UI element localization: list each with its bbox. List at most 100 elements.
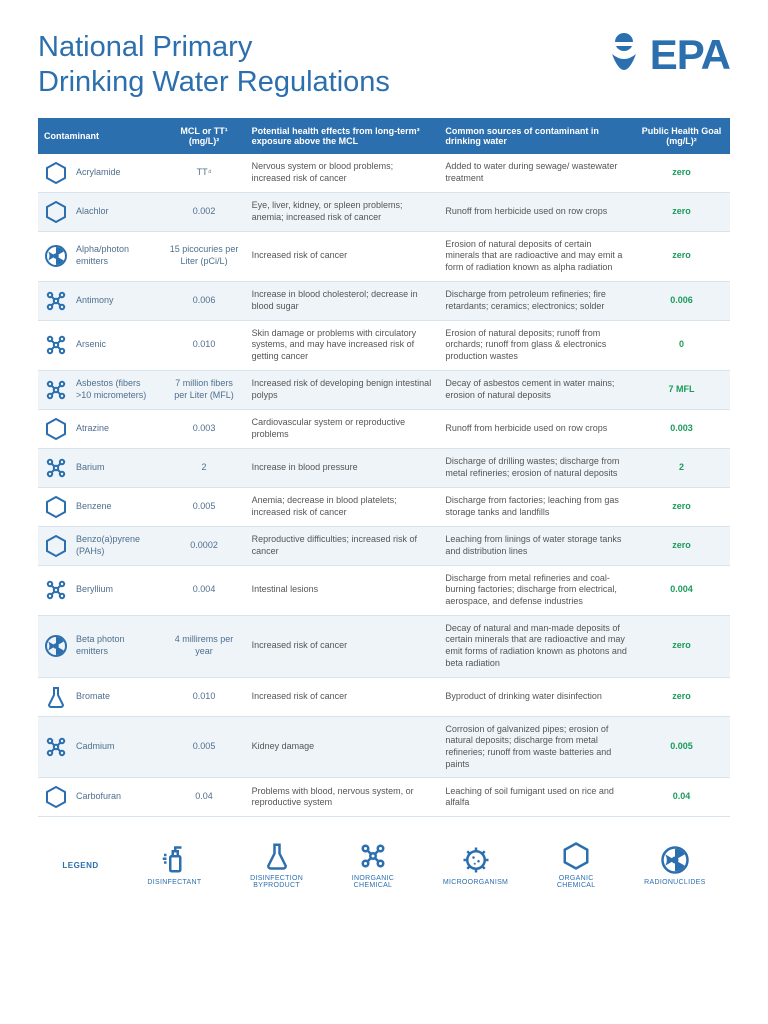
cell-goal: 0 <box>633 320 730 370</box>
organic-icon <box>44 200 68 224</box>
cell-name: Acrylamide <box>38 154 163 193</box>
cell-source: Leaching from linings of water storage t… <box>439 526 633 565</box>
cell-goal: 0.006 <box>633 281 730 320</box>
cell-mcl: 2 <box>163 448 246 487</box>
micro-icon <box>461 845 491 875</box>
cell-mcl: 0.002 <box>163 192 246 231</box>
contaminant-name: Atrazine <box>76 423 109 435</box>
contaminant-name: Barium <box>76 462 105 474</box>
cell-name: Beta photon emitters <box>38 615 163 677</box>
table-row: Atrazine 0.003 Cardiovascular system or … <box>38 409 730 448</box>
contaminant-name: Arsenic <box>76 339 106 351</box>
cell-goal: zero <box>633 526 730 565</box>
table-row: Barium 2 Increase in blood pressure Disc… <box>38 448 730 487</box>
epa-logo: EPA <box>602 30 730 79</box>
cell-health: Increased risk of cancer <box>246 231 440 281</box>
cell-mcl: 0.010 <box>163 320 246 370</box>
cell-health: Increased risk of cancer <box>246 677 440 716</box>
cell-mcl: 0.005 <box>163 716 246 778</box>
cell-name: Atrazine <box>38 409 163 448</box>
cell-goal: 7 MFL <box>633 370 730 409</box>
cell-health: Increased risk of developing benign inte… <box>246 370 440 409</box>
cell-source: Decay of natural and man-made deposits o… <box>439 615 633 677</box>
cell-goal: zero <box>633 677 730 716</box>
contaminant-name: Acrylamide <box>76 167 121 179</box>
organic-icon <box>44 161 68 185</box>
cell-mcl: 7 million fibers per Liter (MFL) <box>163 370 246 409</box>
contaminant-name: Antimony <box>76 295 114 307</box>
cell-goal: 2 <box>633 448 730 487</box>
cell-mcl: 4 millirems per year <box>163 615 246 677</box>
cell-mcl: 0.004 <box>163 565 246 615</box>
byproduct-icon <box>262 841 292 871</box>
contaminant-name: Beta photon emitters <box>76 634 157 657</box>
organic-icon <box>561 841 591 871</box>
radio-icon <box>44 634 68 658</box>
byproduct-icon <box>44 685 68 709</box>
cell-source: Discharge from metal refineries and coal… <box>439 565 633 615</box>
legend-text: ORGANICCHEMICAL <box>557 875 596 889</box>
cell-goal: zero <box>633 615 730 677</box>
epa-logo-icon <box>602 30 646 79</box>
cell-source: Added to water during sewage/ wastewater… <box>439 154 633 193</box>
col-goal: Public Health Goal (mg/L)² <box>633 118 730 154</box>
contaminant-name: Benzene <box>76 501 112 513</box>
cell-source: Corrosion of galvanized pipes; erosion o… <box>439 716 633 778</box>
table-row: Carbofuran 0.04 Problems with blood, ner… <box>38 778 730 817</box>
col-contaminant: Contaminant <box>38 118 163 154</box>
cell-name: Barium <box>38 448 163 487</box>
legend-text: MICROORGANISM <box>443 879 508 886</box>
contaminant-name: Carbofuran <box>76 791 121 803</box>
cell-health: Eye, liver, kidney, or spleen problems; … <box>246 192 440 231</box>
inorganic-icon <box>44 378 68 402</box>
legend-text: RADIONUCLIDES <box>644 879 705 886</box>
contaminant-name: Cadmium <box>76 741 115 753</box>
radio-icon <box>44 244 68 268</box>
legend-item: RADIONUCLIDES <box>644 845 705 886</box>
cell-goal: 0.04 <box>633 778 730 817</box>
table-row: Benzene 0.005 Anemia; decrease in blood … <box>38 487 730 526</box>
inorganic-icon <box>44 289 68 313</box>
organic-icon <box>44 417 68 441</box>
legend-text: DISINFECTIONBYPRODUCT <box>250 875 303 889</box>
table-row: Asbestos (fibers >10 micrometers) 7 mill… <box>38 370 730 409</box>
cell-health: Cardiovascular system or reproductive pr… <box>246 409 440 448</box>
cell-mcl: 0.003 <box>163 409 246 448</box>
cell-name: Cadmium <box>38 716 163 778</box>
contaminant-name: Alpha/photon emitters <box>76 244 157 267</box>
cell-goal: zero <box>633 487 730 526</box>
table-row: Cadmium 0.005 Kidney damage Corrosion of… <box>38 716 730 778</box>
cell-mcl: TT⁴ <box>163 154 246 193</box>
cell-goal: 0.004 <box>633 565 730 615</box>
cell-source: Runoff from herbicide used on row crops <box>439 192 633 231</box>
contaminant-name: Beryllium <box>76 584 113 596</box>
cell-name: Benzene <box>38 487 163 526</box>
disinfectant-icon <box>159 845 189 875</box>
cell-mcl: 0.006 <box>163 281 246 320</box>
cell-mcl: 0.005 <box>163 487 246 526</box>
cell-goal: 0.005 <box>633 716 730 778</box>
table-row: Alpha/photon emitters 15 picocuries per … <box>38 231 730 281</box>
organic-icon <box>44 495 68 519</box>
cell-source: Decay of asbestos cement in water mains;… <box>439 370 633 409</box>
inorganic-icon <box>44 333 68 357</box>
cell-name: Asbestos (fibers >10 micrometers) <box>38 370 163 409</box>
cell-name: Antimony <box>38 281 163 320</box>
contaminant-name: Asbestos (fibers >10 micrometers) <box>76 378 157 401</box>
table-row: Beta photon emitters 4 millirems per yea… <box>38 615 730 677</box>
cell-goal: 0.003 <box>633 409 730 448</box>
cell-name: Benzo(a)pyrene (PAHs) <box>38 526 163 565</box>
cell-source: Discharge from petroleum refineries; fir… <box>439 281 633 320</box>
page-title: National Primary Drinking Water Regulati… <box>38 30 390 100</box>
epa-logo-text: EPA <box>650 31 730 79</box>
table-row: Bromate 0.010 Increased risk of cancer B… <box>38 677 730 716</box>
table-row: Alachlor 0.002 Eye, liver, kidney, or sp… <box>38 192 730 231</box>
table-row: Acrylamide TT⁴ Nervous system or blood p… <box>38 154 730 193</box>
contaminant-name: Alachlor <box>76 206 109 218</box>
cell-goal: zero <box>633 154 730 193</box>
cell-source: Runoff from herbicide used on row crops <box>439 409 633 448</box>
legend-item: DISINFECTANT <box>147 845 201 886</box>
cell-mcl: 0.04 <box>163 778 246 817</box>
table-row: Antimony 0.006 Increase in blood cholest… <box>38 281 730 320</box>
legend-item: MICROORGANISM <box>443 845 508 886</box>
